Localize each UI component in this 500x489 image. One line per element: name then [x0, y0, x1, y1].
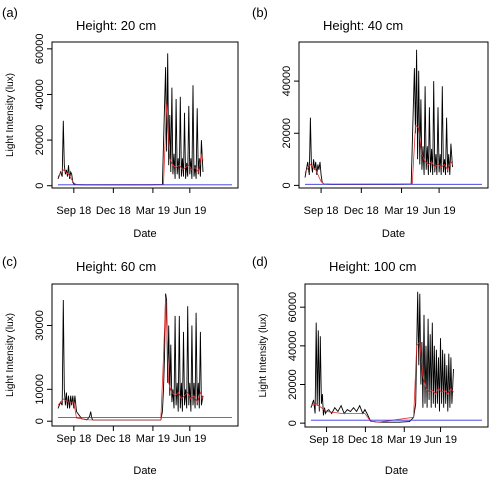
- y-tick-label: 30000: [34, 310, 46, 341]
- y-tick-label: 0: [34, 183, 46, 189]
- panel-c: (c) Height: 60 cm Sep 18 Dec 18 Mar 19 Jun 1…: [0, 242, 250, 484]
- y-tick-label: 10000: [34, 374, 46, 405]
- x-tick-label: Sep 18: [309, 434, 344, 446]
- series-line: [310, 340, 454, 423]
- series-line: [57, 103, 204, 186]
- y-tick-label: 0: [287, 420, 299, 426]
- plot-frame: [298, 41, 489, 189]
- x-tick-label: Dec 18: [344, 205, 379, 217]
- x-tick-label: Mar 19: [136, 433, 170, 445]
- y-axis-label: Light Intensity (lux): [258, 314, 269, 398]
- x-axis-label: Date: [133, 465, 156, 477]
- panel-b: (b) Height: 40 cm Sep 18 Dec 18 Mar 19 Jun 1…: [250, 0, 500, 242]
- chart-title: Height: 100 cm: [329, 259, 416, 274]
- x-tick-label: Jun 19: [173, 205, 206, 217]
- chart-d: Height: 100 cm Sep 18 Dec 18 Mar 19 Jun 19 0 2…: [258, 259, 489, 477]
- panel-d: (d) Height: 100 cm Sep 18 Dec 18 Mar 19 Jun …: [250, 242, 500, 484]
- panel-label: (d): [252, 254, 268, 269]
- series-line: [304, 49, 453, 185]
- panel-label: (a): [2, 5, 18, 20]
- y-axis-label: Light Intensity (lux): [5, 73, 16, 157]
- x-tick-label: Dec 18: [348, 434, 383, 446]
- y-tick-label: 20000: [281, 118, 293, 149]
- series-line: [57, 53, 204, 186]
- x-axis-label: Date: [382, 228, 405, 240]
- x-tick-label: Mar 19: [136, 205, 170, 217]
- panel-label: (b): [252, 5, 268, 20]
- chart-b: Height: 40 cm Sep 18 Dec 18 Mar 19 Jun 19 0 20…: [281, 18, 489, 240]
- plot-frame: [51, 283, 239, 427]
- plot-frame: [304, 283, 489, 428]
- panel-label: (c): [2, 254, 18, 269]
- x-tick-label: Jun 19: [424, 434, 457, 446]
- x-tick-label: Sep 18: [56, 205, 91, 217]
- x-axis-label: Date: [385, 465, 408, 477]
- x-tick-label: Jun 19: [423, 205, 456, 217]
- x-tick-label: Sep 18: [56, 433, 91, 445]
- chart-title: Height: 60 cm: [76, 259, 156, 274]
- x-tick-label: Dec 18: [96, 205, 131, 217]
- series-line: [304, 124, 453, 185]
- x-tick-label: Jun 19: [173, 433, 206, 445]
- series-line: [57, 293, 204, 421]
- panel-a: (a) Height: 20 cm Sep 18 Dec 18 Mar 19 Jun 1…: [0, 0, 250, 242]
- series-line: [57, 296, 204, 421]
- chart-c: Height: 60 cm Sep 18 Dec 18 Mar 19 Jun 19 0 10…: [5, 259, 239, 477]
- y-tick-label: 40000: [281, 66, 293, 97]
- chart-title: Height: 20 cm: [76, 18, 156, 33]
- y-tick-label: 20000: [34, 125, 46, 156]
- chart-a: Height: 20 cm Sep 18 Dec 18 Mar 19 Jun 19 0 20…: [5, 18, 239, 240]
- y-tick-label: 0: [34, 418, 46, 424]
- plot-frame: [51, 41, 239, 189]
- x-tick-label: Sep 18: [304, 205, 339, 217]
- y-tick-label: 40000: [287, 331, 299, 362]
- y-tick-label: 0: [281, 182, 293, 188]
- x-tick-label: Mar 19: [387, 434, 421, 446]
- y-tick-label: 20000: [287, 369, 299, 400]
- y-tick-label: 40000: [34, 79, 46, 110]
- x-axis-label: Date: [133, 228, 156, 240]
- y-tick-label: 60000: [287, 292, 299, 323]
- x-tick-label: Dec 18: [96, 433, 131, 445]
- chart-title: Height: 40 cm: [323, 18, 403, 33]
- x-tick-label: Mar 19: [384, 205, 418, 217]
- y-axis-label: Light Intensity (lux): [5, 313, 16, 397]
- series-line: [310, 291, 454, 423]
- y-tick-label: 60000: [34, 34, 46, 65]
